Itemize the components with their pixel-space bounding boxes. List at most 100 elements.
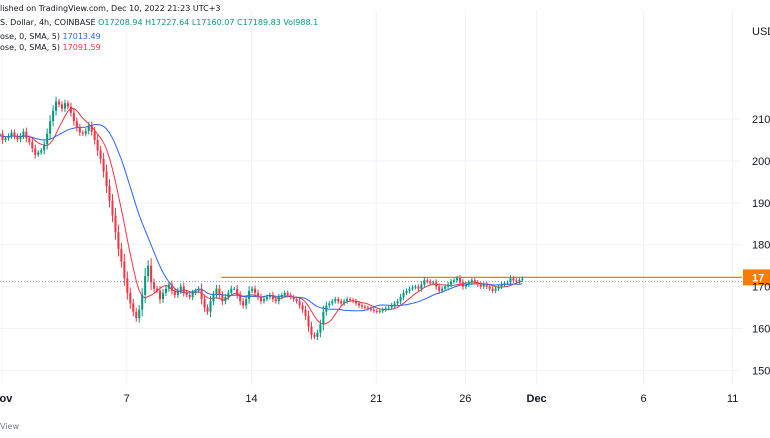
candle-body bbox=[25, 131, 28, 139]
candle-body bbox=[423, 280, 426, 285]
x-tick-label: Dec bbox=[527, 393, 547, 405]
candle-body bbox=[60, 104, 64, 109]
axes: 210 200 190 180 170 160 150 USD Nov 7 14 21 26 Dec 6 11 bbox=[0, 26, 770, 405]
ma-fast-value: 17013.49 bbox=[62, 32, 101, 41]
candle-body bbox=[262, 299, 265, 302]
candle-body bbox=[256, 292, 260, 298]
candle-body bbox=[482, 284, 485, 287]
candle-body bbox=[46, 133, 49, 145]
candle-body bbox=[147, 265, 150, 277]
candle-body bbox=[212, 294, 215, 302]
y-tick-label: 160 bbox=[752, 323, 770, 335]
candle-body bbox=[52, 110, 55, 122]
candle-body bbox=[313, 334, 316, 337]
candle-body bbox=[411, 287, 414, 289]
candle-body bbox=[319, 324, 322, 333]
candle-body bbox=[176, 290, 179, 295]
candle-body bbox=[316, 332, 319, 337]
candle-body bbox=[506, 282, 509, 284]
candle-body bbox=[19, 135, 22, 140]
candle-body bbox=[16, 136, 19, 140]
candle-body bbox=[479, 284, 482, 287]
candle-body bbox=[473, 280, 476, 283]
ma-fast-label: ose, 0, SMA, 5) bbox=[0, 32, 60, 41]
candle-body bbox=[230, 288, 233, 293]
candle-body bbox=[497, 286, 500, 289]
candle-body bbox=[55, 101, 58, 111]
candle-body bbox=[414, 286, 417, 288]
candle-body bbox=[206, 307, 209, 312]
ma-slow-line bbox=[0, 108, 523, 325]
candle-body bbox=[37, 152, 40, 155]
symbol-name: S. Dollar, 4h, COINBASE bbox=[0, 18, 96, 27]
candle-body bbox=[447, 284, 450, 287]
candle-body bbox=[191, 292, 194, 298]
x-tick-label: 26 bbox=[459, 393, 471, 405]
candle-body bbox=[509, 278, 512, 283]
candle-body bbox=[233, 288, 236, 290]
candle-body bbox=[399, 297, 402, 302]
candle-body bbox=[405, 290, 408, 293]
candle-body bbox=[218, 288, 221, 295]
candle-body bbox=[123, 261, 126, 279]
candle-body bbox=[34, 148, 37, 155]
candle-body bbox=[57, 101, 61, 105]
candle-body bbox=[417, 286, 420, 289]
ma-fast-legend[interactable]: ose, 0, SMA, 5) 17013.49 bbox=[0, 32, 101, 41]
y-tick-label: 210 bbox=[752, 114, 770, 126]
resistance-price-tag bbox=[743, 269, 770, 286]
candle-body bbox=[515, 280, 518, 282]
candle-body bbox=[343, 301, 346, 304]
candle-body bbox=[298, 301, 301, 306]
x-tick-label: 21 bbox=[370, 393, 382, 405]
candle-body bbox=[182, 286, 185, 293]
ohlc-legend: S. Dollar, 4h, COINBASE O17208.94 H17227… bbox=[0, 18, 318, 27]
candle-body bbox=[96, 140, 99, 151]
candle-body bbox=[242, 301, 245, 306]
ma-slow-legend[interactable]: ose, 0, SMA, 5) 17091.59 bbox=[0, 43, 101, 52]
candle-body bbox=[346, 299, 349, 302]
candle-body bbox=[408, 288, 411, 291]
ma-slow-label: ose, 0, SMA, 5) bbox=[0, 43, 60, 52]
tradingview-credit[interactable]: View bbox=[0, 422, 19, 431]
candle-body bbox=[289, 294, 292, 298]
candle-body bbox=[126, 278, 129, 293]
candle-body bbox=[4, 138, 7, 141]
resistance-layer: 17 bbox=[0, 269, 770, 286]
candle-body bbox=[372, 309, 375, 311]
candle-body bbox=[188, 294, 191, 298]
x-tick-label: 14 bbox=[245, 393, 257, 405]
candle-body bbox=[144, 276, 147, 295]
candle-body bbox=[200, 288, 203, 300]
candle-body bbox=[138, 309, 141, 318]
candle-body bbox=[197, 288, 200, 291]
y-tick-label: 200 bbox=[752, 156, 770, 168]
candle-body bbox=[114, 215, 117, 233]
candle-body bbox=[304, 309, 307, 316]
candle-body bbox=[69, 106, 72, 113]
candle-body bbox=[349, 299, 352, 301]
candle-body bbox=[7, 135, 10, 139]
candle-body bbox=[245, 299, 248, 306]
candle-body bbox=[209, 301, 212, 312]
y-tick-label: 150 bbox=[752, 365, 770, 377]
candle-body bbox=[153, 282, 156, 289]
candle-body bbox=[402, 292, 405, 298]
candle-body bbox=[426, 280, 429, 282]
candle-body bbox=[90, 125, 93, 132]
candle-body bbox=[429, 281, 432, 284]
candle-body bbox=[49, 121, 52, 134]
candle-body bbox=[239, 294, 242, 302]
candle-body bbox=[87, 125, 90, 131]
candle-body bbox=[10, 132, 13, 136]
candle-body bbox=[295, 299, 298, 302]
candle-body bbox=[464, 284, 467, 287]
candle-body bbox=[248, 290, 251, 300]
candle-body bbox=[99, 150, 102, 159]
candle-body bbox=[337, 299, 340, 302]
candle-body bbox=[40, 150, 43, 153]
candle-body bbox=[325, 305, 328, 312]
candle-body bbox=[485, 284, 488, 287]
